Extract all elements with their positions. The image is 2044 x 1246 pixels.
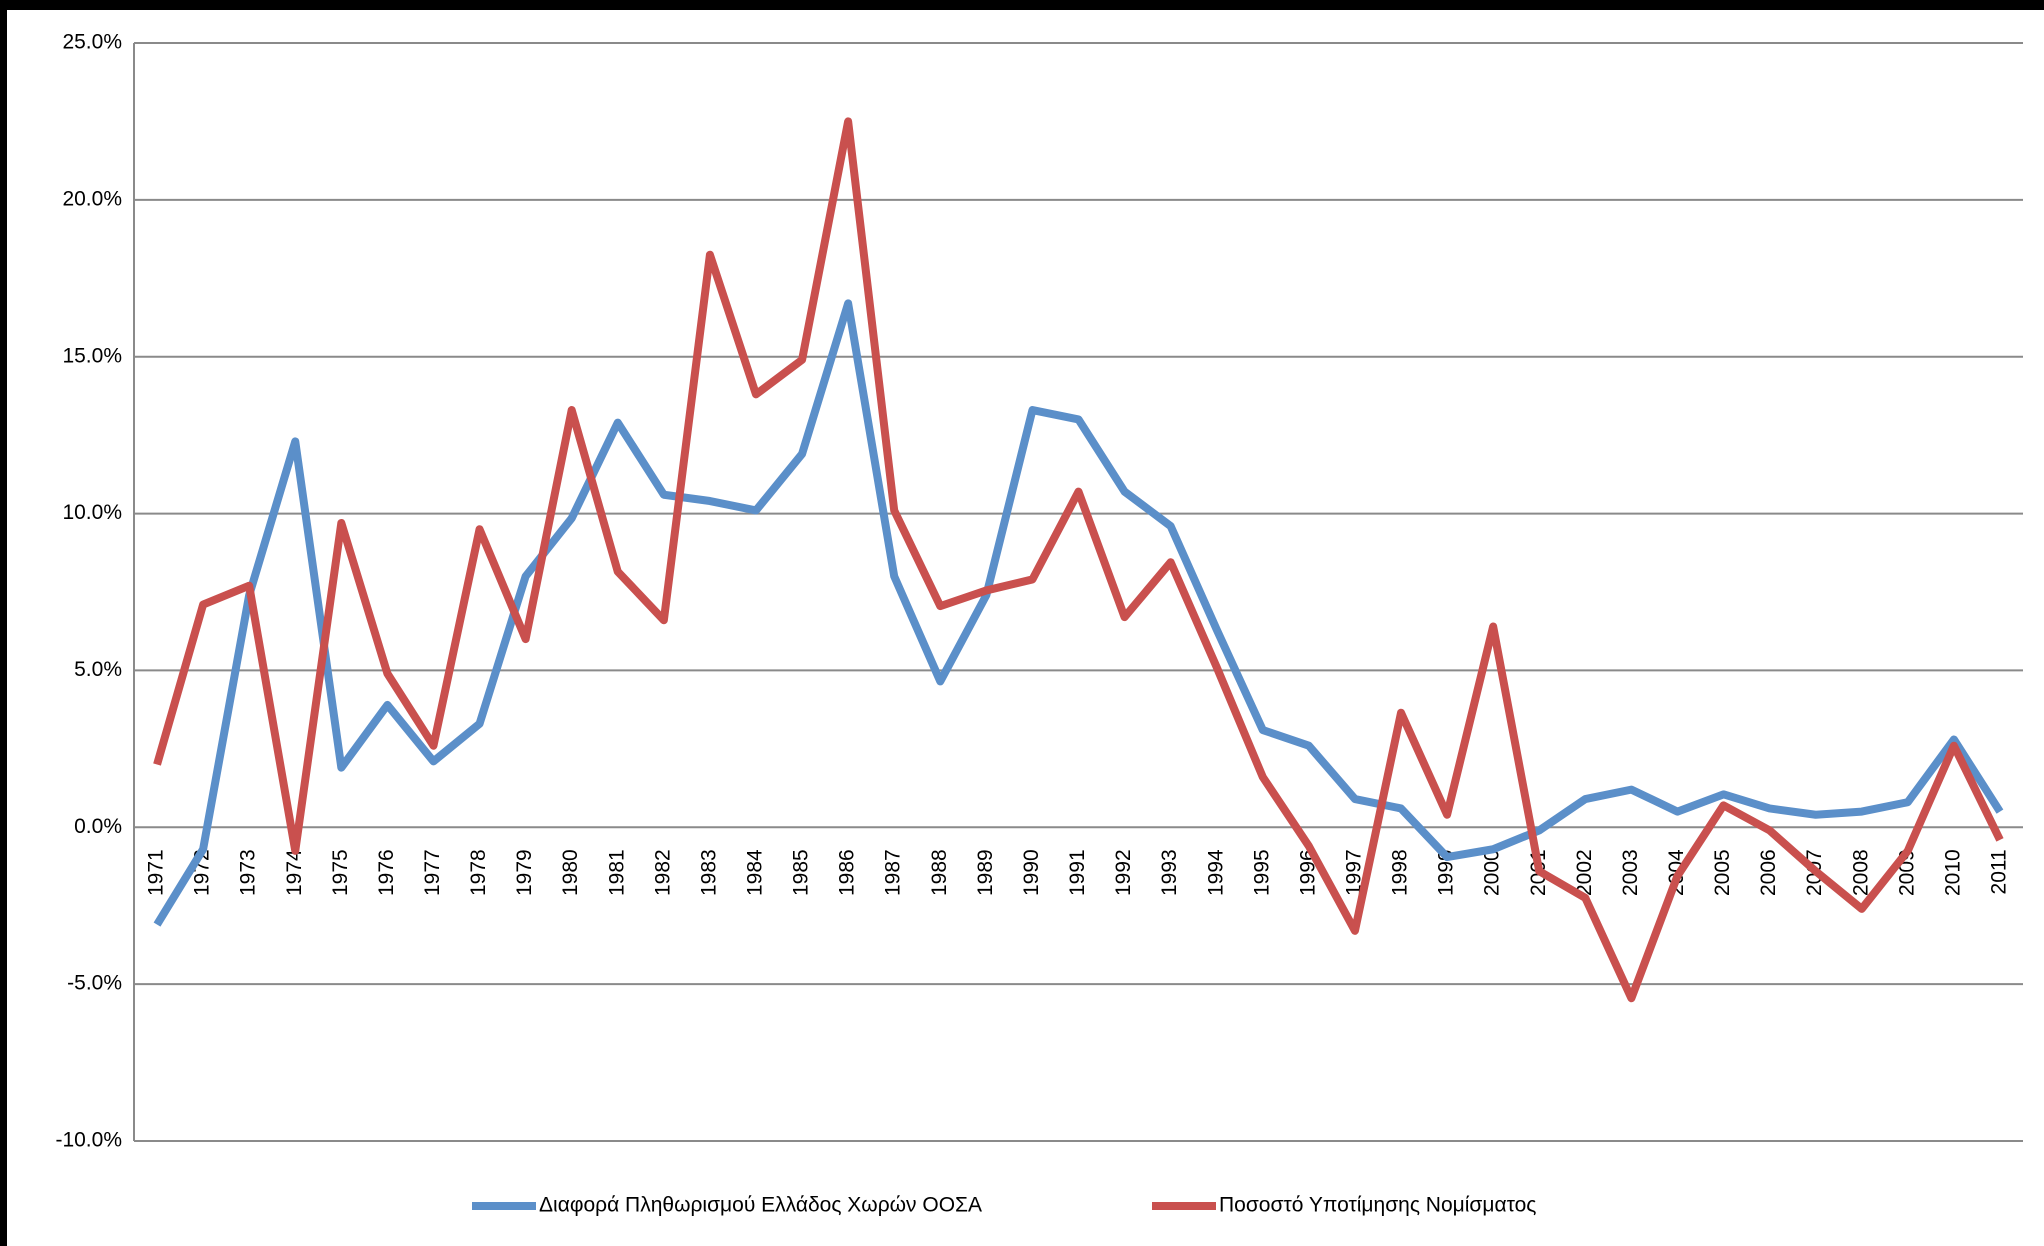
x-tick-label: 2006 (1757, 849, 1780, 896)
y-tick-label: -10.0% (55, 1129, 122, 1152)
y-tick-label: 15.0% (62, 344, 122, 367)
x-tick-label: 1980 (559, 849, 582, 896)
x-tick-label: 1974 (283, 849, 306, 896)
x-tick-label: 2008 (1849, 849, 1872, 896)
left-border (0, 0, 7, 1246)
x-tick-label: 1995 (1250, 849, 1273, 896)
x-tick-label: 1998 (1389, 849, 1412, 896)
x-tick-label: 1982 (651, 849, 674, 896)
x-tick-label: 1985 (790, 849, 813, 896)
x-tick-label: 1977 (421, 849, 444, 896)
legend-label: Διαφορά Πληθωρισμού Ελλάδος Χωρών ΟΟΣΑ (539, 1194, 982, 1217)
x-tick-label: 1986 (836, 849, 859, 896)
y-tick-label: -5.0% (67, 972, 122, 995)
x-tick-label: 2000 (1481, 849, 1504, 896)
x-tick-label: 1997 (1342, 849, 1365, 896)
line-series (153, 299, 2004, 927)
x-tick-label: 1994 (1204, 849, 1227, 896)
x-tick-label: 1975 (329, 849, 352, 896)
y-tick-label: 20.0% (62, 187, 122, 210)
x-tick-label: 1990 (1020, 849, 1043, 896)
x-tick-label: 2005 (1711, 849, 1734, 896)
x-tick-label: 1978 (467, 849, 490, 896)
y-tick-label: 0.0% (74, 815, 122, 838)
x-tick-label: 2010 (1941, 849, 1964, 896)
x-tick-label: 1983 (697, 849, 720, 896)
y-tick-label: 5.0% (74, 658, 122, 681)
x-tick-label: 1991 (1066, 849, 1089, 896)
top-border (0, 0, 2044, 10)
x-tick-label: 1979 (513, 849, 536, 896)
x-tick-label: 1992 (1112, 849, 1135, 896)
x-tick-label: 1989 (974, 849, 997, 896)
line-series (153, 117, 2004, 1003)
x-tick-label: 1988 (928, 849, 951, 896)
x-tick-label: 2003 (1619, 849, 1642, 896)
x-tick-label: 1993 (1158, 849, 1181, 896)
x-tick-label: 1984 (744, 849, 767, 896)
x-tick-label: 1987 (882, 849, 905, 896)
y-tick-label: 10.0% (62, 501, 122, 524)
x-tick-label: 1999 (1435, 849, 1458, 896)
y-tick-label: 25.0% (62, 31, 122, 54)
x-tick-label: 1976 (375, 849, 398, 896)
x-tick-label: 1973 (237, 849, 260, 896)
x-tick-label: 2011 (1988, 849, 2011, 894)
x-tick-label: 2002 (1573, 849, 1596, 896)
x-tick-label: 1981 (605, 849, 628, 896)
x-tick-label: 1971 (145, 849, 168, 896)
legend-label: Ποσοστό Υποτίμησης Νομίσματος (1219, 1194, 1536, 1217)
